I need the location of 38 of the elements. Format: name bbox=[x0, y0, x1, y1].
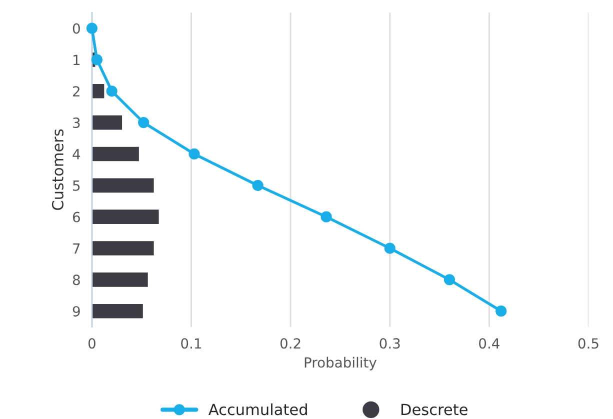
x-tick-label: 0 bbox=[88, 338, 96, 349]
y-tick-label: 0 bbox=[72, 23, 80, 34]
bar bbox=[92, 145, 140, 163]
x-tick-label: 0.5 bbox=[578, 338, 598, 349]
point bbox=[91, 54, 102, 66]
bar bbox=[92, 302, 144, 320]
bar bbox=[92, 208, 160, 226]
y-tick-label: 1 bbox=[74, 54, 80, 65]
y-axis-title: Customers bbox=[52, 129, 64, 210]
point bbox=[384, 242, 396, 254]
y-tick-label: 8 bbox=[72, 274, 80, 286]
point bbox=[86, 22, 98, 34]
bar bbox=[92, 82, 106, 100]
y-tick-label: 6 bbox=[72, 212, 80, 222]
x-axis-title: Probability bbox=[304, 356, 377, 370]
point bbox=[252, 180, 264, 191]
bar bbox=[92, 114, 124, 132]
point bbox=[320, 211, 332, 222]
x-tick-label: 0.2 bbox=[280, 338, 300, 349]
point bbox=[106, 86, 118, 97]
bar bbox=[92, 176, 156, 194]
y-tick-label: 7 bbox=[73, 243, 80, 254]
point bbox=[138, 117, 150, 128]
x-tick-label: 0.1 bbox=[181, 338, 202, 349]
x-tick-label: 0.3 bbox=[380, 338, 400, 349]
point bbox=[188, 148, 200, 160]
bar bbox=[92, 240, 156, 257]
point bbox=[444, 274, 456, 286]
legend-label: Descrete bbox=[401, 404, 468, 416]
legend-label: Accumulated bbox=[208, 403, 307, 416]
bar bbox=[92, 271, 150, 288]
x-tick-label: 0.4 bbox=[479, 338, 500, 349]
y-tick-label: 4 bbox=[72, 149, 80, 160]
point bbox=[496, 306, 507, 317]
y-tick-label: 2 bbox=[73, 86, 80, 96]
y-tick-label: 9 bbox=[72, 306, 80, 317]
y-tick-label: 5 bbox=[73, 180, 80, 191]
y-tick-label: 3 bbox=[73, 118, 80, 128]
